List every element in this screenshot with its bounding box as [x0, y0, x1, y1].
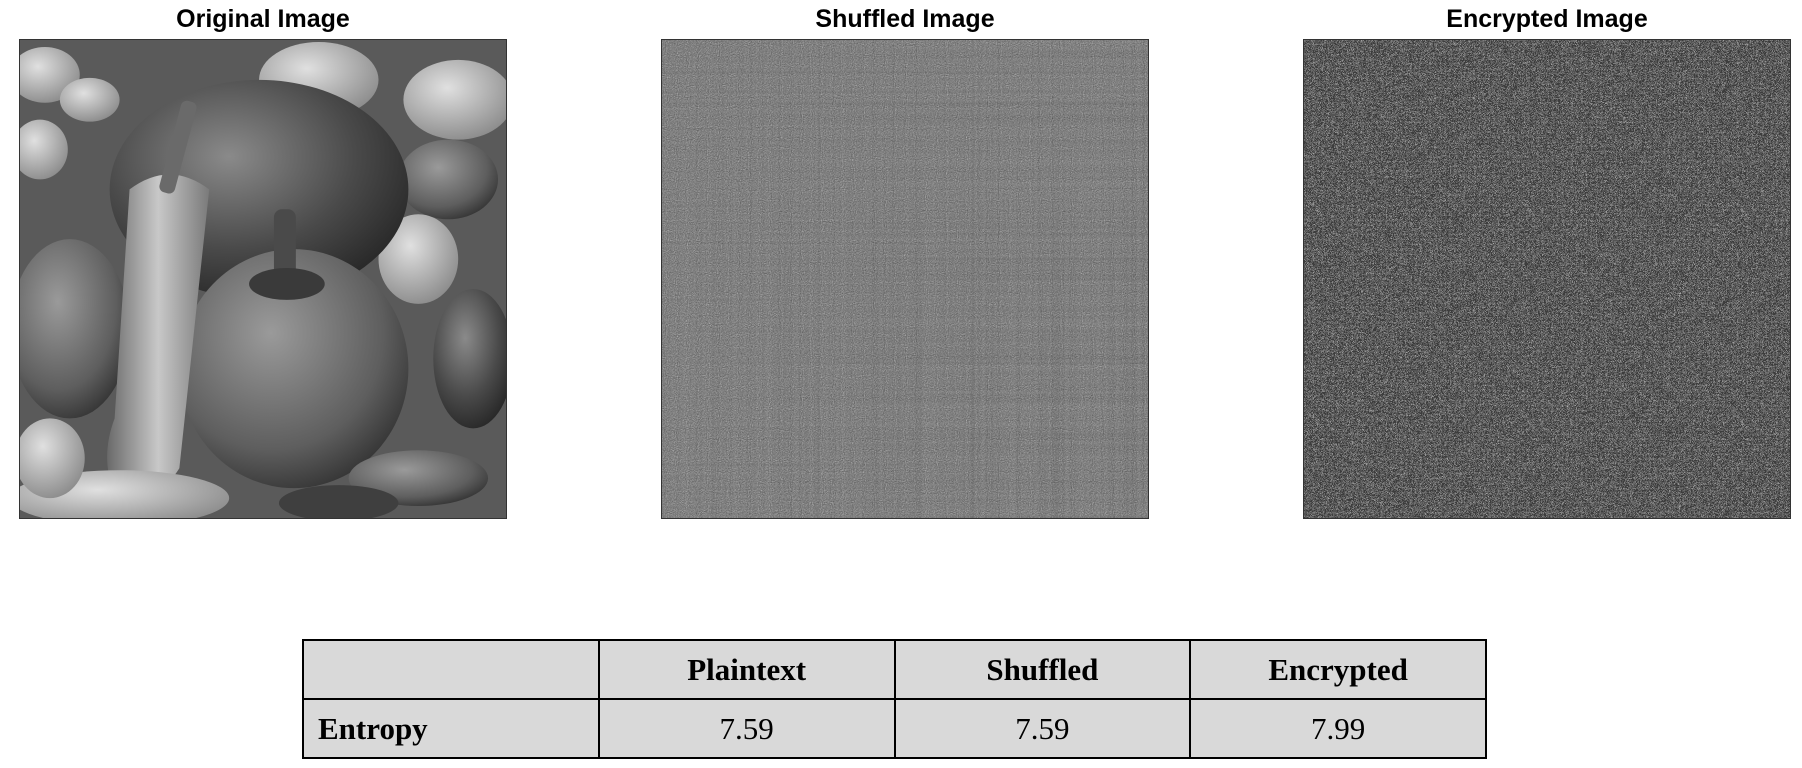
original-peppers-image [19, 39, 507, 519]
header-plaintext: Plaintext [597, 639, 896, 700]
shuffled-image-title: Shuffled Image [815, 5, 995, 33]
entropy-shuffled-value: 7.59 [893, 698, 1192, 759]
shuffled-noise-image [661, 39, 1149, 519]
table-corner-cell [302, 639, 600, 700]
header-shuffled: Shuffled [893, 639, 1192, 700]
encrypted-image-title: Encrypted Image [1446, 5, 1648, 33]
table-row: Entropy 7.59 7.59 7.99 [302, 698, 1487, 759]
entropy-encrypted-value: 7.99 [1189, 698, 1487, 759]
table-header-row: Plaintext Shuffled Encrypted [302, 639, 1487, 700]
entropy-plaintext-value: 7.59 [597, 698, 896, 759]
row-label-entropy: Entropy [302, 698, 600, 759]
original-image-title: Original Image [176, 5, 350, 33]
entropy-table: Plaintext Shuffled Encrypted Entropy 7.5… [302, 639, 1487, 759]
header-encrypted: Encrypted [1189, 639, 1487, 700]
encrypted-noise-image [1303, 39, 1791, 519]
